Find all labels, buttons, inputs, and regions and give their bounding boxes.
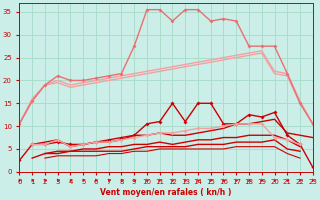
X-axis label: Vent moyen/en rafales ( kn/h ): Vent moyen/en rafales ( kn/h ) [100,188,232,197]
